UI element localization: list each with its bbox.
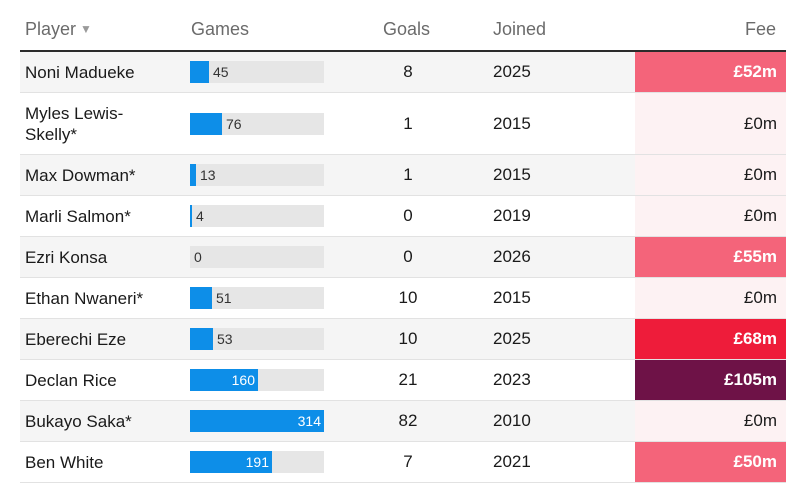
joined-year: 2015 (493, 113, 531, 133)
player-name: Ben White (25, 452, 104, 472)
fee-value: £68m (635, 319, 786, 359)
joined-year: 2026 (493, 247, 531, 266)
goals-value: 10 (398, 329, 418, 348)
goals-value: 7 (403, 452, 413, 471)
goals-value: 8 (403, 62, 413, 81)
goals-value: 1 (403, 113, 413, 133)
games-value: 0 (194, 249, 202, 265)
player-name: Bukayo Saka* (25, 411, 132, 431)
joined-year: 2023 (493, 370, 531, 389)
table-row: Bukayo Saka* 314 82 2010 £0m (20, 401, 786, 442)
games-bar-fill (190, 369, 258, 391)
goals-value: 0 (403, 247, 413, 266)
table-row: Ezri Konsa 0 0 2026 £55m (20, 237, 786, 278)
games-bar-fill (190, 112, 222, 135)
fee-value: £52m (635, 52, 786, 92)
table-row: Noni Madueke 45 8 2025 £52m (20, 52, 786, 93)
sort-down-icon[interactable]: ▼ (80, 22, 92, 36)
games-cell: 160 (190, 360, 324, 400)
player-name: Ethan Nwaneri* (25, 288, 144, 308)
fee-value: £105m (635, 360, 786, 400)
player-name: Marli Salmon* (25, 206, 131, 226)
games-bar-track: 13 (190, 164, 324, 186)
fee-value: £50m (635, 442, 786, 482)
games-cell: 45 (190, 52, 324, 92)
table-row: Marli Salmon* 4 0 2019 £0m (20, 196, 786, 237)
table-row: Ethan Nwaneri* 51 10 2015 £0m (20, 278, 786, 319)
games-bar-track: 314 (190, 410, 324, 432)
games-cell: 76 (190, 93, 324, 154)
games-bar-track: 160 (190, 369, 324, 391)
joined-year: 2019 (493, 206, 531, 225)
column-header-joined[interactable]: Joined (493, 19, 547, 39)
games-value: 160 (231, 372, 255, 388)
games-value: 314 (297, 413, 321, 429)
games-cell: 4 (190, 196, 324, 236)
games-bar-fill (190, 164, 196, 186)
fee-value: £55m (635, 237, 786, 277)
goals-value: 1 (403, 165, 413, 184)
games-value: 76 (226, 115, 242, 132)
table-row: Eberechi Eze 53 10 2025 £68m (20, 319, 786, 360)
goals-value: 0 (403, 206, 413, 225)
games-value: 51 (216, 290, 232, 306)
player-name: Max Dowman* (25, 165, 136, 185)
games-cell: 13 (190, 155, 324, 195)
table-row: Declan Rice 160 21 2023 £105m (20, 360, 786, 401)
games-cell: 53 (190, 319, 324, 359)
games-bar-track: 76 (190, 112, 324, 135)
games-bar-track: 51 (190, 287, 324, 309)
games-bar-fill (190, 205, 192, 227)
column-header-player[interactable]: Player ▼ (25, 19, 92, 40)
column-header-goals[interactable]: Goals (383, 19, 431, 39)
fee-value: £0m (635, 93, 786, 154)
games-bar-track: 4 (190, 205, 324, 227)
games-bar-track: 0 (190, 246, 324, 268)
table-row: Myles Lewis-Skelly* 76 1 2015 £0m (20, 93, 786, 155)
games-bar-fill (190, 287, 212, 309)
goals-value: 82 (398, 411, 418, 430)
table-row: Ben White 191 7 2021 £50m (20, 442, 786, 483)
games-cell: 314 (190, 401, 324, 441)
games-value: 45 (213, 64, 229, 80)
games-value: 53 (217, 331, 233, 347)
joined-year: 2025 (493, 62, 531, 81)
table-body: Noni Madueke 45 8 2025 £52m Myles Lewis-Skell… (20, 52, 786, 483)
games-cell: 51 (190, 278, 324, 318)
transfer-table: Player ▼ Games Goals Joined Fee Noni Madu… (20, 10, 786, 483)
player-name: Eberechi Eze (25, 329, 127, 349)
table-row: Max Dowman* 13 1 2015 £0m (20, 155, 786, 196)
fee-value: £0m (635, 401, 786, 441)
games-bar-fill (190, 328, 213, 350)
joined-year: 2010 (493, 411, 531, 430)
fee-value: £0m (635, 278, 786, 318)
games-bar-track: 191 (190, 451, 324, 473)
goals-value: 10 (398, 288, 418, 307)
column-header-games[interactable]: Games (191, 19, 250, 39)
games-cell: 191 (190, 442, 324, 482)
table-header: Player ▼ Games Goals Joined Fee (20, 10, 786, 52)
joined-year: 2015 (493, 288, 531, 307)
games-bar-fill (190, 410, 324, 432)
games-bar-fill (190, 451, 272, 473)
games-value: 191 (245, 454, 269, 470)
joined-year: 2021 (493, 452, 531, 471)
player-header-label: Player (25, 19, 77, 39)
fee-value: £0m (635, 196, 786, 236)
column-header-fee[interactable]: Fee (744, 19, 776, 39)
games-value: 4 (196, 208, 204, 224)
games-cell: 0 (190, 237, 324, 277)
fee-value: £0m (635, 155, 786, 195)
games-bar-fill (190, 61, 209, 83)
player-name: Myles Lewis-Skelly* (25, 103, 124, 144)
games-bar-track: 45 (190, 61, 324, 83)
joined-year: 2025 (493, 329, 531, 348)
goals-value: 21 (398, 370, 418, 389)
games-bar-track: 53 (190, 328, 324, 350)
player-name: Ezri Konsa (25, 247, 108, 267)
joined-year: 2015 (493, 165, 531, 184)
player-name: Noni Madueke (25, 62, 135, 82)
player-name: Declan Rice (25, 370, 117, 390)
games-value: 13 (200, 167, 216, 183)
